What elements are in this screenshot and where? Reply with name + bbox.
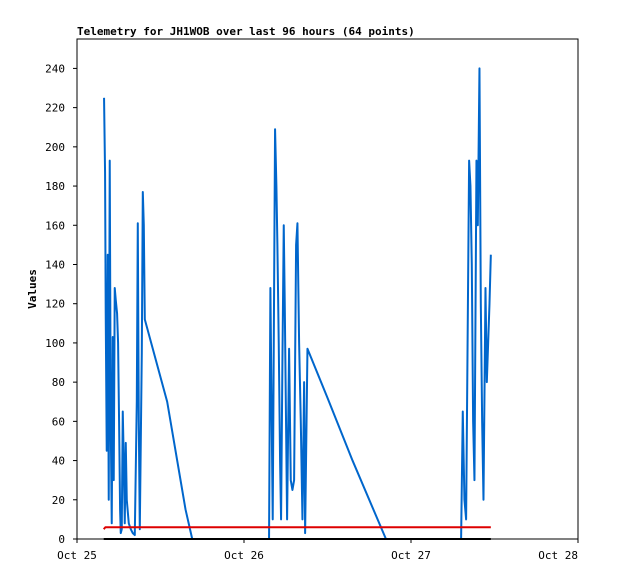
y-tick-label: 160 <box>45 219 65 232</box>
y-axis: 0 20 40 60 80 100 120 140 160 180 200 220 240 <box>45 62 77 546</box>
y-tick-label: 220 <box>45 102 65 115</box>
series-layer <box>102 67 492 540</box>
y-tick-label: 200 <box>45 141 65 154</box>
series-line-1 <box>102 526 491 530</box>
y-tick-label: 60 <box>52 415 65 428</box>
y-tick-label: 180 <box>45 180 65 193</box>
y-tick-label: 140 <box>45 258 65 271</box>
x-tick-label: Oct 28 <box>538 549 578 562</box>
x-axis: Oct 25 Oct 26 Oct 27 Oct 28 <box>57 539 579 562</box>
chart-title: Telemetry for JH1WOB over last 96 hours … <box>77 25 415 38</box>
series-line-0 <box>103 67 492 540</box>
y-tick-label: 80 <box>52 376 65 389</box>
plot-frame <box>76 38 579 540</box>
x-tick-label: Oct 26 <box>224 549 264 562</box>
y-axis-label: Values <box>26 269 39 309</box>
y-tick-label: 120 <box>45 298 65 311</box>
x-tick-label: Oct 25 <box>57 549 97 562</box>
y-tick-label: 100 <box>45 337 65 350</box>
y-tick-label: 40 <box>52 455 65 468</box>
y-tick-label: 20 <box>52 494 65 507</box>
x-tick-label: Oct 27 <box>391 549 431 562</box>
y-tick-label: 240 <box>45 62 65 75</box>
y-tick-label: 0 <box>58 533 65 546</box>
